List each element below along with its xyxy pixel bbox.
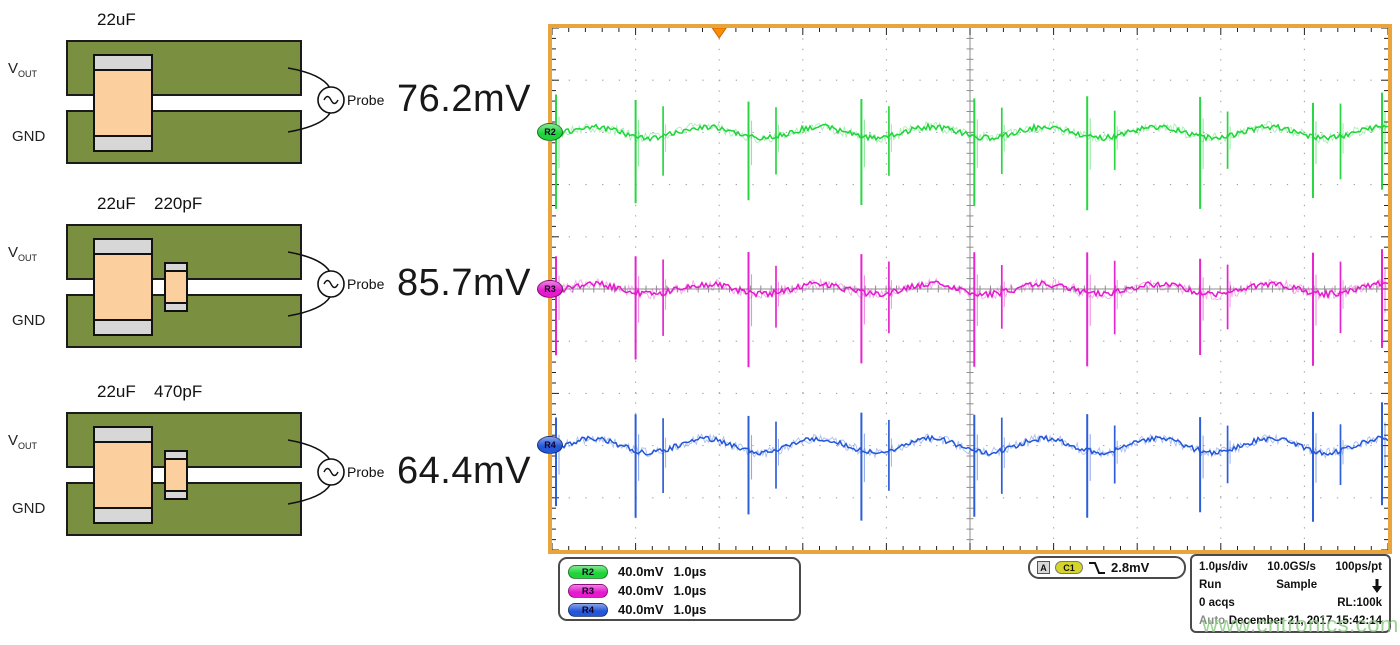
bulk-capacitor: [93, 54, 153, 152]
horizontal-scale: 1.0µs: [673, 583, 707, 598]
record-length: RL:100k: [1337, 597, 1382, 609]
channel-pill-r4[interactable]: R4: [568, 602, 608, 617]
circuit-diagram-22uf-470pf: 22uF 470pF VOUT GND Probe 64.4mV: [0, 374, 545, 556]
channel-marker-r4[interactable]: R4: [537, 436, 563, 454]
channel-readout-r3[interactable]: R3 40.0mV 1.0µs: [568, 581, 791, 600]
falling-edge-icon: [1089, 561, 1105, 574]
channel-marker-r3[interactable]: R3: [537, 280, 563, 298]
hf-capacitor: [164, 450, 188, 500]
time-readout: 15:42:14: [1335, 615, 1382, 627]
horizontal-scale: 1.0µs: [673, 564, 707, 579]
oscilloscope-display: R2 R3 R4: [537, 24, 1392, 554]
probe-connection-graphic: [287, 67, 345, 133]
capacitor-terminal: [93, 238, 153, 255]
hf-cap-label: 220pF: [154, 194, 203, 213]
bulk-cap-label: 22uF: [97, 382, 136, 401]
ripple-measurement: 85.7mV: [397, 262, 531, 304]
ripple-measurement: 64.4mV: [397, 450, 531, 492]
trigger-mode: Auto: [1199, 615, 1226, 627]
channel-pill-r3[interactable]: R3: [568, 583, 608, 598]
capacitor-terminal: [164, 450, 188, 460]
bulk-capacitor: [93, 238, 153, 336]
channel-pill-r2[interactable]: R2: [568, 564, 608, 579]
trigger-source-pill[interactable]: C1: [1055, 561, 1083, 574]
ripple-measurement: 76.2mV: [397, 78, 531, 120]
capacitor-terminal: [164, 490, 188, 500]
probe-label: Probe: [347, 276, 385, 292]
channel-readout-panel: R2 40.0mV 1.0µs R3 40.0mV 1.0µs R4 40.0m…: [558, 557, 801, 621]
capacitor-terminal: [164, 302, 188, 312]
probe-label: Probe: [347, 92, 385, 108]
vout-label: VOUT: [8, 432, 38, 451]
vertical-scale: 40.0mV: [618, 564, 664, 579]
probe-connection-graphic: [287, 439, 345, 505]
info-row-datetime: Auto December 21, 2017 15:42:14: [1199, 612, 1382, 630]
arrow-down-icon: [1372, 578, 1382, 593]
trigger-bus-badge: A: [1037, 561, 1050, 574]
acquisition-count: 0 acqs: [1199, 597, 1235, 609]
channel-marker-r2[interactable]: R2: [537, 123, 563, 141]
capacitor-terminal: [93, 319, 153, 336]
gnd-label: GND: [12, 128, 46, 145]
date-readout: December 21, 2017: [1228, 615, 1333, 627]
horizontal-scale: 1.0µs: [673, 602, 707, 617]
vout-label: VOUT: [8, 60, 38, 79]
trigger-status-bar[interactable]: A C1 2.8mV: [1028, 556, 1186, 579]
info-row-state: Run Sample: [1199, 576, 1382, 594]
probe-connection-graphic: [287, 251, 345, 317]
capacitor-terminal: [93, 135, 153, 152]
hf-capacitor: [164, 262, 188, 312]
circuit-diagram-22uf: 22uF VOUT GND Probe 76.2mV: [0, 2, 545, 184]
bulk-capacitor: [93, 426, 153, 524]
vout-label: VOUT: [8, 244, 38, 263]
vertical-scale: 40.0mV: [618, 602, 664, 617]
circuit-diagram-22uf-220pf: 22uF 220pF VOUT GND Probe 85.7mV: [0, 186, 545, 368]
timebase-readout: 1.0µs/div: [1199, 561, 1248, 573]
acquisition-info-panel: 1.0µs/div 10.0GS/s 100ps/pt Run Sample 0…: [1190, 554, 1391, 633]
info-row-timebase: 1.0µs/div 10.0GS/s 100ps/pt: [1199, 558, 1382, 576]
probe-label: Probe: [347, 464, 385, 480]
channel-readout-r4[interactable]: R4 40.0mV 1.0µs: [568, 600, 791, 619]
capacitor-terminal: [164, 262, 188, 272]
vertical-scale: 40.0mV: [618, 583, 664, 598]
run-state: Run: [1199, 579, 1222, 591]
capacitor-terminal: [93, 54, 153, 71]
capacitor-terminal: [93, 507, 153, 524]
gnd-label: GND: [12, 500, 46, 517]
info-row-acqs: 0 acqs RL:100k: [1199, 594, 1382, 612]
hf-cap-label: 470pF: [154, 382, 203, 401]
trigger-level: 2.8mV: [1111, 560, 1150, 575]
bulk-cap-label: 22uF: [97, 10, 136, 29]
bulk-cap-label: 22uF: [97, 194, 136, 213]
acquisition-mode: Sample: [1276, 579, 1318, 591]
resolution-readout: 100ps/pt: [1335, 561, 1382, 573]
capacitor-terminal: [93, 426, 153, 443]
gnd-label: GND: [12, 312, 46, 329]
sample-rate-readout: 10.0GS/s: [1267, 561, 1316, 573]
channel-readout-r2[interactable]: R2 40.0mV 1.0µs: [568, 562, 791, 581]
waveform-graticule: [552, 28, 1388, 550]
